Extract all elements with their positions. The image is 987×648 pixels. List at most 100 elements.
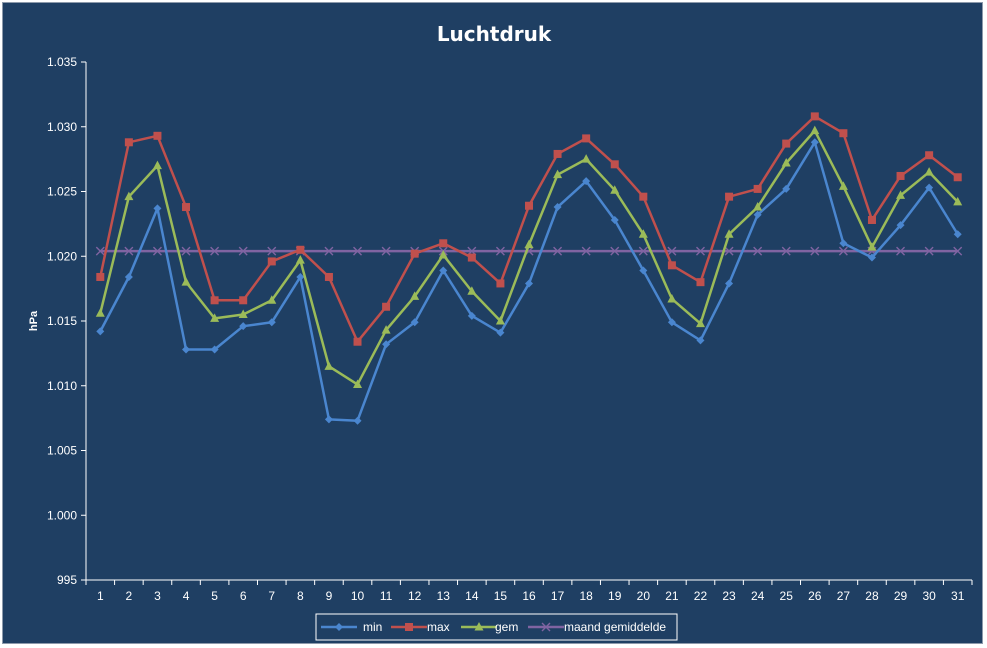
data-point-gem [838, 181, 848, 190]
data-point-min [667, 318, 676, 327]
data-point-gem [924, 167, 934, 176]
legend-label-gem: gem [495, 620, 518, 634]
data-point-maand-gemiddelde [238, 246, 248, 256]
data-point-max [353, 337, 362, 346]
x-tick-label: 8 [297, 589, 304, 603]
data-point-maand-gemiddelde [638, 246, 648, 256]
data-point-min [639, 266, 648, 275]
data-point-min [296, 272, 305, 281]
x-tick-label: 20 [637, 589, 651, 603]
data-point-max [410, 249, 419, 258]
data-point-max [553, 149, 562, 158]
data-point-max [753, 184, 762, 193]
data-point-maand-gemiddelde [838, 246, 848, 256]
data-point-min [210, 345, 219, 354]
data-point-gem [695, 318, 705, 328]
data-point-maand-gemiddelde [724, 246, 734, 256]
data-point-min [839, 239, 848, 248]
line-chart: Luchtdruk 995 1.000 1.005 1.010 1.015 1.020 1.0… [28, 22, 973, 641]
data-point-gem [495, 316, 505, 325]
data-point-max [582, 134, 591, 143]
legend-marker-gem [474, 622, 484, 631]
x-tick-label: 9 [326, 589, 333, 603]
data-point-gem [295, 255, 305, 264]
x-tick-label: 10 [351, 589, 365, 603]
data-point-maand-gemiddelde [267, 246, 277, 256]
x-tick-label: 6 [240, 589, 247, 603]
legend-label-max: max [427, 620, 450, 634]
data-point-gem [238, 309, 248, 319]
data-point-min [182, 345, 191, 354]
y-tick-label: 1.015 [47, 314, 77, 328]
data-point-max [725, 192, 734, 201]
data-point-gem [324, 361, 334, 370]
data-point-min [382, 340, 391, 349]
data-point-maand-gemiddelde [695, 246, 705, 256]
data-point-maand-gemiddelde [667, 246, 677, 256]
data-point-maand-gemiddelde [95, 246, 105, 256]
data-point-maand-gemiddelde [495, 246, 505, 256]
data-point-min [782, 184, 791, 193]
data-point-min [96, 327, 105, 336]
data-point-max [639, 192, 648, 201]
data-point-gem [896, 190, 906, 199]
data-point-min [239, 322, 248, 331]
data-point-maand-gemiddelde [753, 246, 763, 256]
x-tick-label: 17 [551, 589, 565, 603]
legend-label-min: min [363, 620, 382, 634]
data-point-min [582, 177, 591, 186]
data-point-gem [353, 379, 363, 388]
data-point-max [867, 215, 876, 224]
x-tick-label: 13 [437, 589, 451, 603]
data-point-gem [267, 295, 277, 304]
data-point-max [696, 278, 705, 287]
data-point-max [96, 272, 105, 281]
x-tick-label: 27 [837, 589, 851, 603]
data-point-min [353, 416, 362, 425]
data-point-max [124, 138, 133, 147]
x-tick-label: 23 [722, 589, 736, 603]
data-point-min [867, 253, 876, 262]
legend-marker-min [335, 623, 343, 631]
data-point-max [296, 245, 305, 254]
data-point-maand-gemiddelde [381, 246, 391, 256]
data-point-min [124, 272, 133, 281]
data-point-min [610, 215, 619, 224]
series-line-max [99, 115, 959, 343]
data-point-max [925, 151, 934, 160]
x-tick-label: 30 [922, 589, 936, 603]
x-tick-label: 31 [951, 589, 965, 603]
data-point-min [467, 311, 476, 320]
data-point-max [667, 261, 676, 270]
data-point-maand-gemiddelde [324, 246, 334, 256]
data-point-maand-gemiddelde [210, 246, 220, 256]
data-point-min [753, 210, 762, 219]
x-tick-label: 18 [579, 589, 593, 603]
data-point-maand-gemiddelde [124, 246, 134, 256]
data-point-gem [181, 277, 191, 286]
data-point-gem [638, 229, 648, 238]
data-point-max [953, 173, 962, 182]
data-point-min [324, 415, 333, 424]
x-tick-label: 16 [522, 589, 536, 603]
data-point-max [210, 296, 219, 305]
x-tick-label: 2 [126, 589, 133, 603]
data-point-min [267, 318, 276, 327]
x-tick-label: 25 [780, 589, 794, 603]
series-line-gem [99, 129, 959, 386]
x-tick-label: 15 [494, 589, 508, 603]
data-point-maand-gemiddelde [810, 246, 820, 256]
x-tick-label: 29 [894, 589, 908, 603]
data-point-max [496, 279, 505, 288]
data-point-min [896, 221, 905, 230]
data-point-min [553, 203, 562, 212]
data-point-min [725, 279, 734, 288]
chart-title: Luchtdruk [437, 22, 552, 46]
data-point-gem [867, 242, 877, 251]
data-point-max [896, 171, 905, 180]
data-point-gem [95, 308, 105, 317]
data-point-max [782, 139, 791, 148]
x-tick-label: 12 [408, 589, 422, 603]
data-point-maand-gemiddelde [553, 246, 563, 256]
